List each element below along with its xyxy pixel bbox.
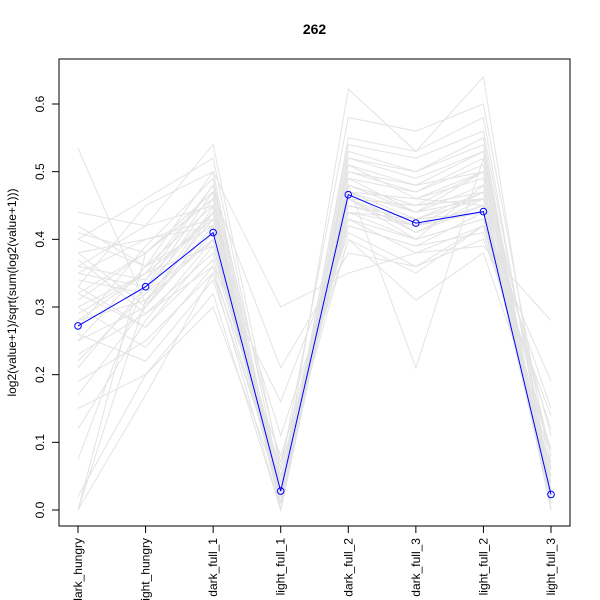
x-tick-label: dark_full_3	[409, 538, 423, 597]
background-line	[77, 116, 552, 504]
y-tick-label: 0.5	[33, 163, 47, 180]
y-tick-label: 0.1	[33, 434, 47, 451]
y-tick-label: 0.0	[33, 501, 47, 518]
data-point	[209, 228, 217, 237]
background-line	[77, 103, 552, 470]
plot-frame	[58, 58, 571, 527]
background-line	[77, 211, 552, 409]
x-axis: dark_hungry light_hungry dark_full_1 light_…	[71, 526, 558, 600]
chart-title: 262	[303, 21, 327, 37]
data-point	[412, 219, 420, 227]
data-point	[479, 207, 488, 216]
y-axis: 0.0 0.1 0.2 0.3 0.4 0.5 0.6	[33, 95, 59, 518]
background-line	[77, 191, 552, 382]
y-tick-label: 0.4	[33, 231, 47, 248]
background-line	[77, 75, 552, 497]
data-point	[276, 487, 285, 495]
highlight-series	[74, 190, 555, 499]
x-tick-label: light_full_1	[274, 538, 288, 596]
background-line	[77, 211, 552, 511]
background-line	[77, 137, 552, 511]
y-tick-label: 0.2	[33, 366, 47, 383]
x-tick-label: dark_full_2	[341, 538, 355, 597]
background-line	[77, 198, 552, 497]
y-tick-label: 0.3	[33, 298, 47, 315]
x-tick-label: dark_full_1	[206, 538, 220, 597]
x-tick-label: light_full_3	[544, 538, 558, 596]
x-tick-label: dark_hungry	[71, 538, 85, 600]
background-line	[77, 171, 552, 321]
x-tick-label: light_full_2	[476, 538, 490, 596]
data-point	[344, 190, 353, 199]
data-point	[547, 490, 555, 499]
x-tick-label: light_hungry	[139, 538, 153, 600]
background-line	[77, 157, 552, 511]
data-point	[141, 282, 150, 291]
background-lines	[77, 75, 552, 512]
highlight-line	[77, 194, 552, 495]
y-tick-label: 0.6	[33, 95, 47, 112]
background-line	[77, 150, 552, 511]
data-point	[74, 322, 82, 330]
y-axis-label: log2(value+1)/sqrt(sum(log2(value+1)))	[5, 188, 19, 396]
